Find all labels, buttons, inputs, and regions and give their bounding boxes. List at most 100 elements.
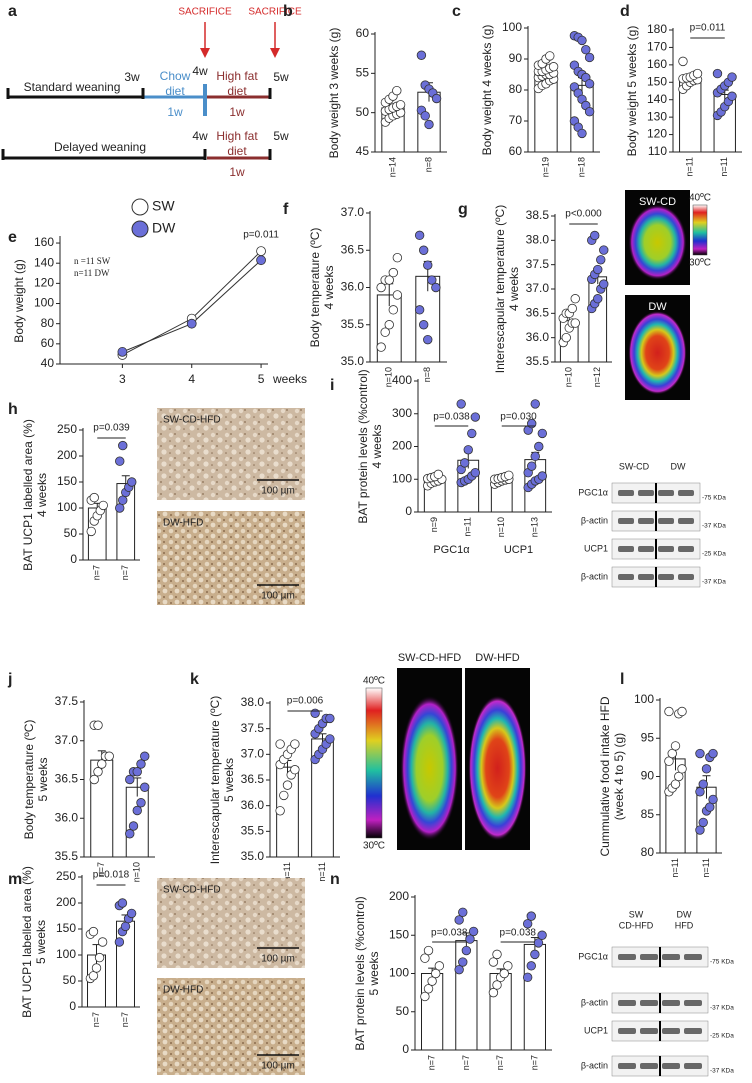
y-tick-label: 170 xyxy=(647,40,667,54)
blot-row-label: β-actin xyxy=(581,1060,608,1070)
data-point xyxy=(420,111,430,121)
data-point xyxy=(325,734,335,744)
data-point xyxy=(392,253,403,263)
data-point xyxy=(504,470,514,481)
data-point xyxy=(530,949,540,960)
y-tick-label: 110 xyxy=(648,144,667,158)
data-point xyxy=(570,294,580,304)
data-point xyxy=(97,937,108,947)
blot-row-label: β-actin xyxy=(581,515,608,525)
y-axis-label: (week 4 to 5) (g) xyxy=(612,733,626,820)
bar xyxy=(455,940,478,1051)
data-point xyxy=(698,779,708,789)
data-point xyxy=(423,260,433,270)
data-point xyxy=(376,282,386,293)
data-point xyxy=(470,468,481,478)
category-label: n=11 xyxy=(719,157,729,177)
y-tick-label: 95 xyxy=(641,730,655,744)
p-value: p=0.038 xyxy=(500,928,537,939)
category-label: n=18 xyxy=(576,157,586,177)
y-tick-label: 37.0 xyxy=(341,205,365,219)
data-point xyxy=(140,751,150,761)
data-point xyxy=(114,937,125,947)
p-value: p<0.000 xyxy=(565,209,602,220)
data-point xyxy=(392,290,403,300)
group-label: UCP1 xyxy=(504,544,533,556)
data-point xyxy=(380,327,390,337)
group-label: PGC1α xyxy=(431,1082,468,1083)
y-axis-label: Body weight 4 weeks (g) xyxy=(480,25,494,156)
y-tick-label: 35.0 xyxy=(341,354,365,368)
y-tick-label: 36.5 xyxy=(526,306,550,320)
blot-size-label: -25 KDa xyxy=(702,551,726,558)
p-value: p=0.018 xyxy=(93,870,130,881)
histology-image xyxy=(157,511,305,605)
group-label: UCP1 xyxy=(503,1082,532,1083)
image-label: DW-HFD xyxy=(163,518,203,529)
y-tick-label: 35.5 xyxy=(241,824,265,838)
y-tick-label: 200 xyxy=(57,448,77,462)
y-axis-label: Cummulative food intake HFD xyxy=(598,696,612,856)
y-tick-label: 55 xyxy=(356,66,370,80)
data-point xyxy=(89,774,99,785)
category-label: n=19 xyxy=(540,157,550,177)
data-point xyxy=(522,972,533,983)
data-point xyxy=(527,461,537,471)
data-point xyxy=(136,759,146,769)
data-point xyxy=(91,963,102,973)
data-point xyxy=(465,934,475,944)
data-point xyxy=(567,303,577,314)
y-tick-label: 0 xyxy=(69,999,76,1013)
y-tick-label: 35.5 xyxy=(526,354,550,368)
blot-band xyxy=(684,1028,702,1034)
y-axis-label: Interescapular temperature (ºC) xyxy=(493,205,507,373)
x-tick-label: 5 xyxy=(258,372,265,386)
blot-band xyxy=(638,518,654,524)
blot-band xyxy=(640,1063,658,1069)
y-tick-label: 140 xyxy=(34,255,54,269)
blot-size-label: -37 KDa xyxy=(710,1005,734,1012)
panel-letter: e xyxy=(8,229,17,246)
data-point xyxy=(186,318,197,329)
data-point xyxy=(279,790,289,801)
category-label: n=10 xyxy=(132,862,142,882)
category-label: n=10 xyxy=(496,517,506,537)
category-label: n=14 xyxy=(387,157,397,177)
data-point xyxy=(420,991,430,1002)
y-axis-label: Body weight 5 weeks (g) xyxy=(625,26,639,157)
data-point xyxy=(468,926,479,937)
panel-letter: c xyxy=(452,3,461,20)
blot-band xyxy=(638,490,654,496)
category-label: n=11 xyxy=(463,517,473,537)
y-tick-label: 100 xyxy=(634,692,654,706)
y-axis-label: Body temperature (ºC) xyxy=(22,720,36,840)
data-point xyxy=(98,500,108,511)
data-point xyxy=(93,767,103,777)
data-point xyxy=(414,230,425,241)
data-point xyxy=(388,305,399,315)
diet-label: diet xyxy=(165,84,185,98)
scale-label: 40ºC xyxy=(689,193,711,204)
y-tick-label: 36.0 xyxy=(55,810,79,824)
y-tick-label: 160 xyxy=(647,57,667,71)
category-label: n=7 xyxy=(461,1055,471,1070)
timeline-label: Standard weaning xyxy=(24,80,121,94)
data-point xyxy=(420,953,430,963)
timeline-label: Delayed weaning xyxy=(54,140,146,154)
blot-size-label: -75 KDa xyxy=(710,959,734,966)
y-tick-label: 35.5 xyxy=(341,317,365,331)
y-axis-label: 4 weeks xyxy=(35,473,49,517)
blot-row-label: PGC1α xyxy=(578,951,608,961)
data-point xyxy=(537,428,548,439)
data-point xyxy=(467,428,477,439)
data-point xyxy=(727,72,737,82)
blot-band xyxy=(618,546,634,552)
blot-band xyxy=(638,546,654,552)
blot-band xyxy=(662,1000,680,1006)
data-point xyxy=(376,342,386,352)
blot-group-label: DW xyxy=(671,461,686,471)
category-label: n=7 xyxy=(427,1055,437,1070)
data-point xyxy=(590,230,600,241)
data-point xyxy=(664,706,674,717)
data-point xyxy=(458,907,468,918)
